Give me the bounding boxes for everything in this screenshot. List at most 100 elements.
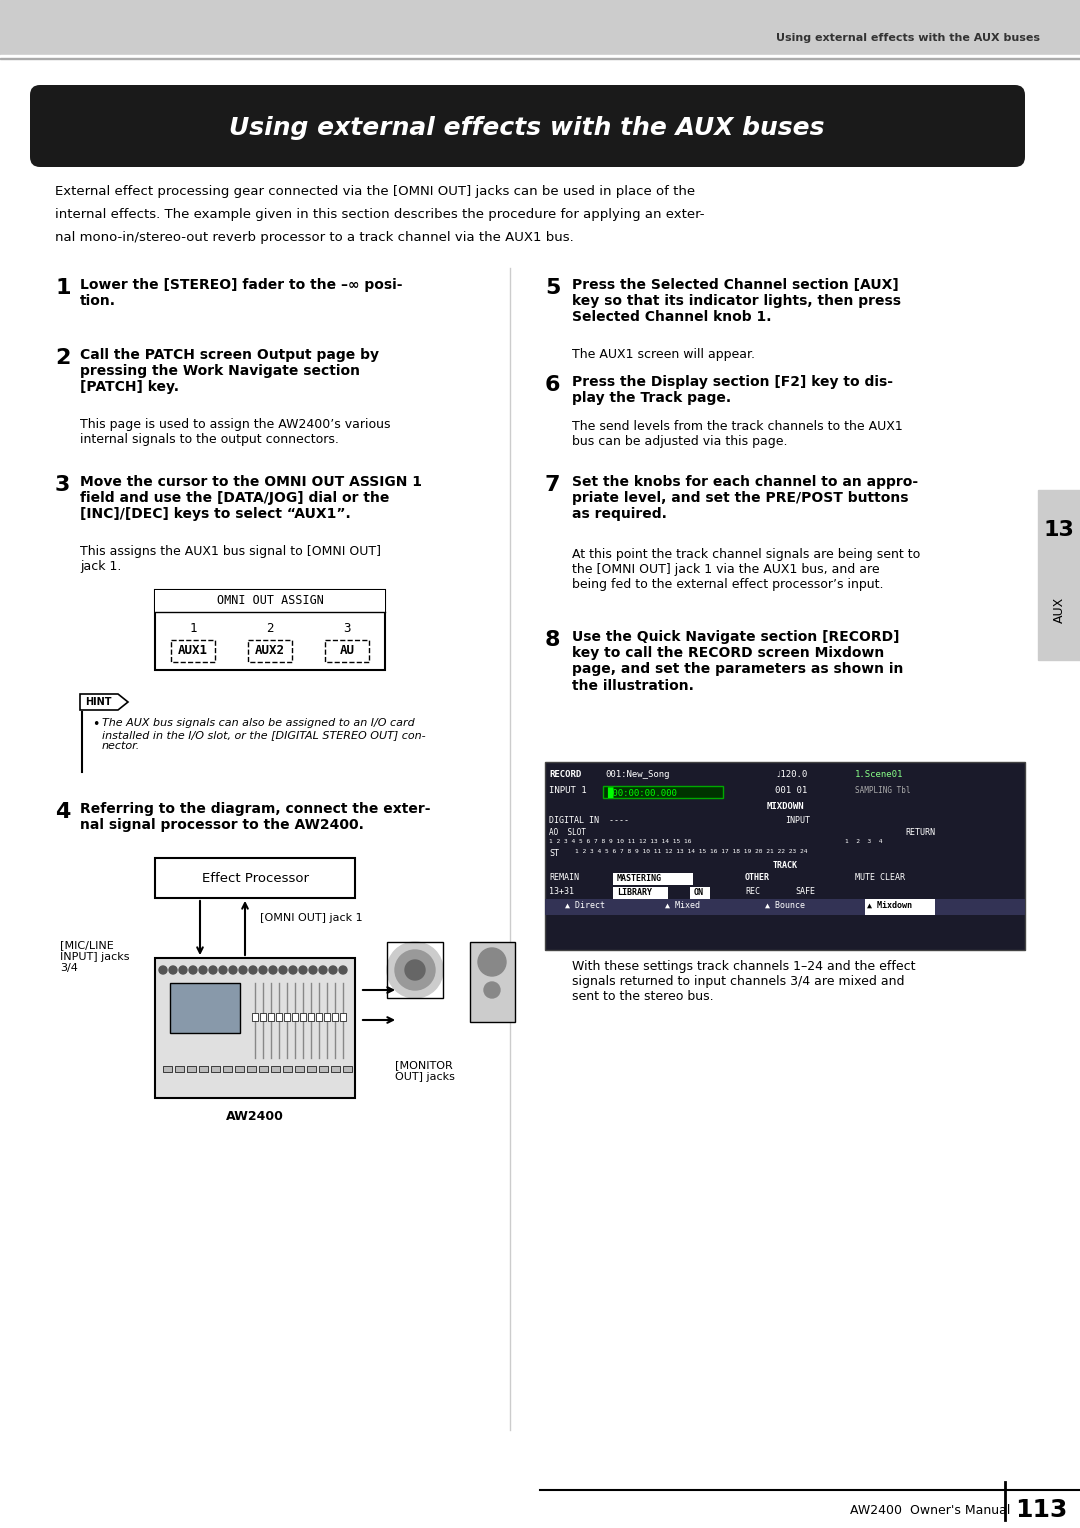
Circle shape	[219, 966, 227, 973]
Text: OTHER: OTHER	[745, 872, 770, 882]
Text: 3: 3	[343, 622, 351, 636]
Bar	[0, 0, 1080, 55]
Text: ▲ Mixed: ▲ Mixed	[665, 902, 700, 911]
Text: AO  SLOT: AO SLOT	[549, 828, 586, 837]
Text: 1  2  3  4: 1 2 3 4	[845, 839, 882, 843]
Bar	[211, 1067, 220, 1073]
Text: Move the cursor to the OMNI OUT ASSIGN 1
field and use the [DATA/JOG] dial or th: Move the cursor to the OMNI OUT ASSIGN 1…	[80, 475, 422, 521]
Bar	[865, 898, 935, 915]
Bar	[613, 872, 693, 885]
Text: DIGITAL IN  ----: DIGITAL IN ----	[549, 816, 629, 825]
Text: SAFE: SAFE	[795, 886, 815, 895]
Circle shape	[329, 966, 337, 973]
Polygon shape	[80, 694, 129, 711]
Text: OMNI OUT ASSIGN: OMNI OUT ASSIGN	[217, 594, 323, 608]
Bar	[222, 1067, 232, 1073]
Bar	[199, 1067, 208, 1073]
Text: 1 2 3 4 5 6 7 8 9 10 11 12 13 14 15 16: 1 2 3 4 5 6 7 8 9 10 11 12 13 14 15 16	[549, 839, 691, 843]
Bar	[307, 1067, 316, 1073]
Bar	[316, 1013, 322, 1021]
Text: AU: AU	[339, 645, 354, 657]
Bar	[295, 1067, 303, 1073]
Text: INPUT 1: INPUT 1	[549, 785, 586, 795]
Bar	[1038, 490, 1080, 660]
Circle shape	[279, 966, 287, 973]
Circle shape	[484, 983, 500, 998]
Circle shape	[239, 966, 247, 973]
Circle shape	[159, 966, 167, 973]
Circle shape	[189, 966, 197, 973]
Text: 1: 1	[189, 622, 197, 636]
Text: nal mono-in/stereo-out reverb processor to a track channel via the AUX1 bus.: nal mono-in/stereo-out reverb processor …	[55, 231, 573, 244]
Bar	[187, 1067, 195, 1073]
Text: External effect processing gear connected via the [OMNI OUT] jacks can be used i: External effect processing gear connecte…	[55, 185, 696, 199]
FancyBboxPatch shape	[30, 86, 1025, 167]
Text: █00:00:00.000: █00:00:00.000	[607, 787, 677, 798]
Circle shape	[387, 941, 443, 998]
Text: Referring to the diagram, connect the exter-
nal signal processor to the AW2400.: Referring to the diagram, connect the ex…	[80, 802, 431, 833]
Text: Call the PATCH screen Output page by
pressing the Work Navigate section
[PATCH] : Call the PATCH screen Output page by pre…	[80, 348, 379, 394]
Text: RETURN: RETURN	[905, 828, 935, 837]
Bar	[387, 941, 443, 998]
Text: ♩120.0: ♩120.0	[775, 770, 807, 779]
Bar	[247, 1067, 256, 1073]
Text: 2: 2	[55, 348, 70, 368]
Bar	[283, 1067, 292, 1073]
Text: 7: 7	[545, 475, 561, 495]
Text: The AUX1 screen will appear.: The AUX1 screen will appear.	[572, 348, 755, 361]
Text: At this point the track channel signals are being sent to
the [OMNI OUT] jack 1 : At this point the track channel signals …	[572, 549, 920, 591]
Circle shape	[168, 966, 177, 973]
Bar	[260, 1013, 266, 1021]
Text: Use the Quick Navigate section [RECORD]
key to call the RECORD screen Mixdown
pa: Use the Quick Navigate section [RECORD] …	[572, 630, 903, 692]
Bar	[613, 886, 669, 898]
Bar	[470, 941, 515, 1022]
Bar	[235, 1067, 244, 1073]
Text: Press the Display section [F2] key to dis-
play the Track page.: Press the Display section [F2] key to di…	[572, 374, 893, 405]
Circle shape	[210, 966, 217, 973]
Bar	[156, 859, 355, 898]
Text: 8: 8	[545, 630, 561, 649]
Text: 13: 13	[1043, 520, 1075, 539]
Bar	[340, 1013, 346, 1021]
Text: This assigns the AUX1 bus signal to [OMNI OUT]
jack 1.: This assigns the AUX1 bus signal to [OMN…	[80, 545, 381, 573]
Bar	[171, 640, 215, 662]
Text: Press the Selected Channel section [AUX]
key so that its indicator lights, then : Press the Selected Channel section [AUX]…	[572, 278, 901, 324]
Text: Using external effects with the AUX buses: Using external effects with the AUX buse…	[777, 34, 1040, 43]
Text: REC: REC	[745, 886, 760, 895]
Text: REMAIN: REMAIN	[549, 872, 579, 882]
Text: The AUX bus signals can also be assigned to an I/O card
installed in the I/O slo: The AUX bus signals can also be assigned…	[102, 718, 426, 752]
Text: ON: ON	[694, 888, 704, 897]
Text: AUX2: AUX2	[255, 645, 285, 657]
Bar	[248, 640, 292, 662]
Bar	[300, 1013, 306, 1021]
Text: HINT: HINT	[84, 697, 111, 707]
Text: LIBRARY: LIBRARY	[617, 888, 652, 897]
Circle shape	[299, 966, 307, 973]
Text: AW2400: AW2400	[226, 1109, 284, 1123]
Circle shape	[309, 966, 318, 973]
Text: 001:New_Song: 001:New_Song	[605, 770, 670, 779]
Text: TRACK: TRACK	[772, 860, 797, 869]
Text: 4: 4	[55, 802, 70, 822]
Bar	[276, 1013, 282, 1021]
Bar	[545, 898, 1025, 915]
Circle shape	[249, 966, 257, 973]
Circle shape	[229, 966, 237, 973]
Text: 13+31: 13+31	[549, 886, 573, 895]
Text: MASTERING: MASTERING	[617, 874, 662, 883]
Bar	[175, 1067, 184, 1073]
Text: AUX: AUX	[1053, 597, 1066, 623]
Text: This page is used to assign the AW2400’s various
internal signals to the output : This page is used to assign the AW2400’s…	[80, 419, 391, 446]
Circle shape	[259, 966, 267, 973]
Bar	[324, 1013, 330, 1021]
Text: ▲ Bounce: ▲ Bounce	[765, 902, 805, 911]
Text: 6: 6	[545, 374, 561, 396]
Bar	[332, 1013, 338, 1021]
Text: MUTE CLEAR: MUTE CLEAR	[855, 872, 905, 882]
Circle shape	[395, 950, 435, 990]
Bar	[690, 886, 710, 898]
Circle shape	[478, 947, 507, 976]
Bar	[319, 1067, 328, 1073]
Bar	[284, 1013, 291, 1021]
Text: Using external effects with the AUX buses: Using external effects with the AUX buse…	[229, 116, 825, 141]
